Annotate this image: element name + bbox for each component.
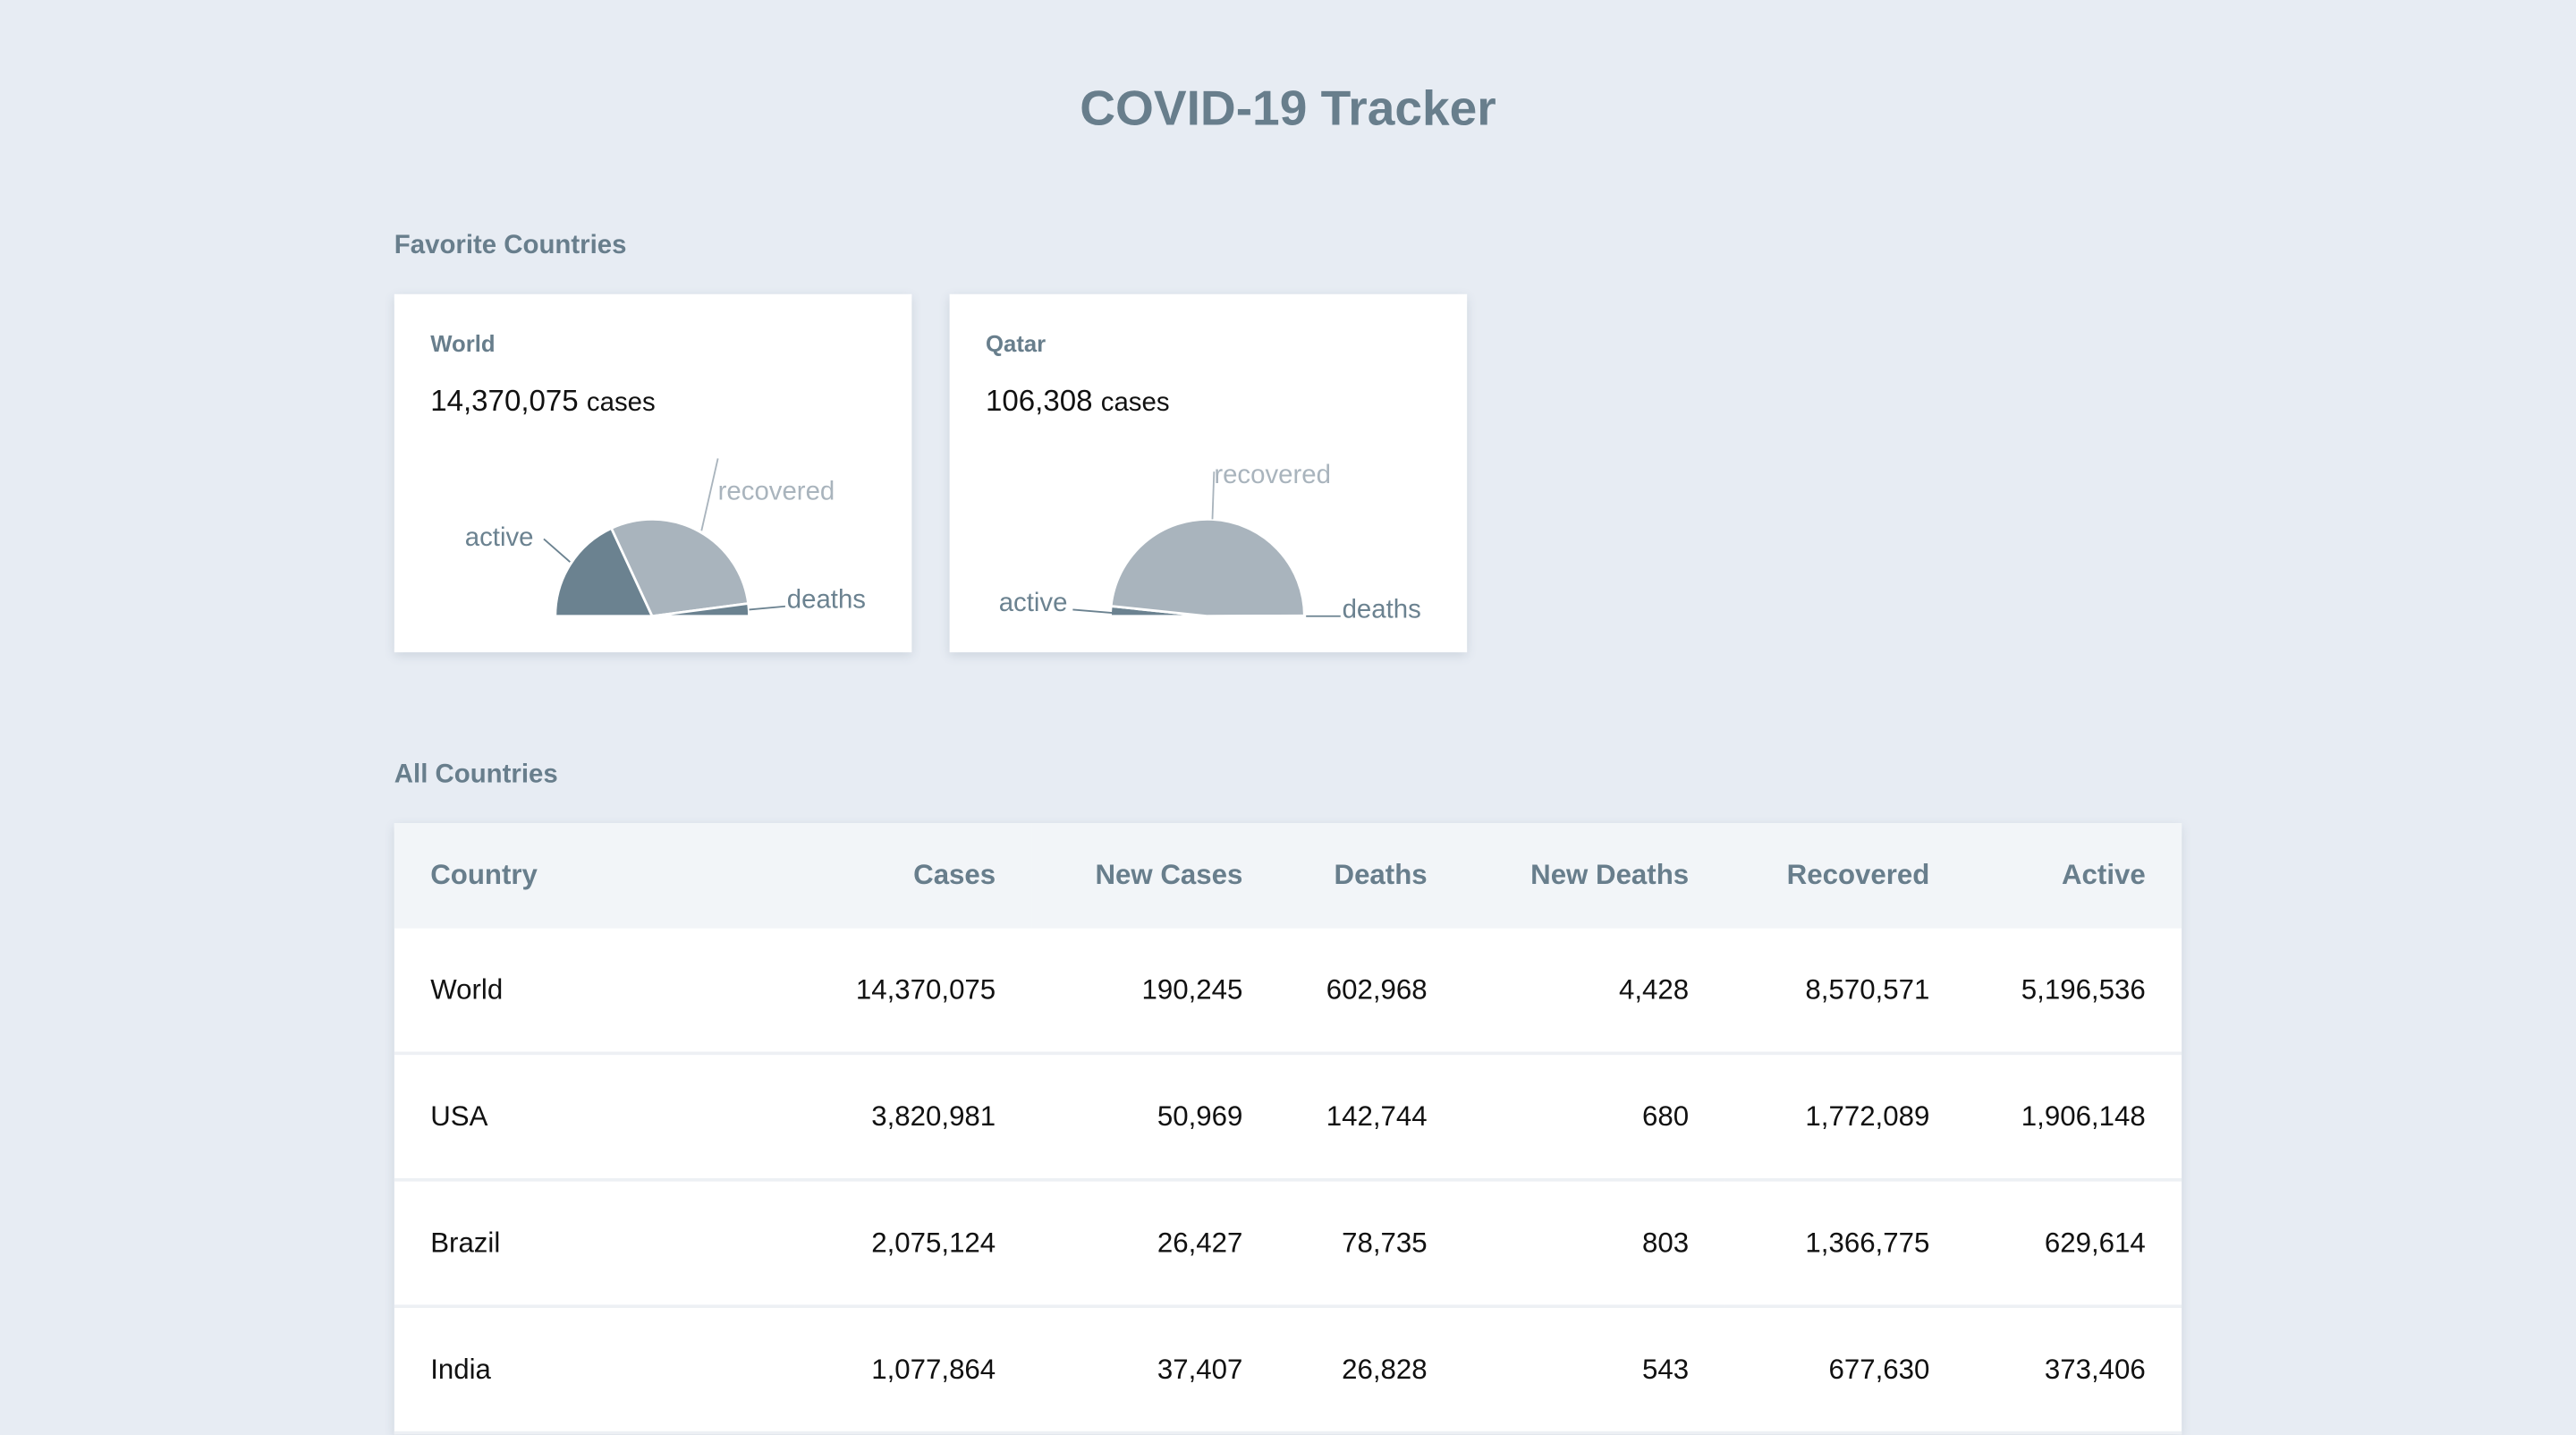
cell-deaths: 26,828 (1278, 1306, 1464, 1435)
deaths-label: deaths (787, 585, 866, 615)
deaths-slice (651, 601, 750, 618)
recovered-label: recovered (718, 476, 835, 505)
cell-new-cases: 50,969 (1031, 1053, 1279, 1182)
countries-table: Country Cases New Cases Deaths New Death… (394, 823, 2182, 1435)
cell-cases: 3,820,981 (794, 1053, 1032, 1182)
cell-new-cases: 26,427 (1031, 1179, 1279, 1309)
card-cases: 106,308 cases (986, 384, 1170, 418)
cell-deaths: 142,744 (1278, 1053, 1464, 1182)
table-row[interactable]: India 1,077,864 37,407 26,828 543 677,630 373,… (394, 1306, 2182, 1435)
cell-country: Brazil (394, 1179, 795, 1309)
active-label: active (465, 522, 534, 552)
cell-cases: 1,077,864 (794, 1306, 1032, 1435)
cell-recovered: 1,366,775 (1724, 1179, 1966, 1309)
cell-active: 629,614 (1965, 1179, 2182, 1309)
page-title: COVID-19 Tracker (1080, 81, 1496, 137)
card-country-name: Qatar (986, 330, 1046, 357)
recovered-slice (1109, 518, 1306, 618)
cell-cases: 14,370,075 (794, 928, 1032, 1056)
cell-active: 373,406 (1965, 1306, 2182, 1435)
cell-cases: 2,075,124 (794, 1179, 1032, 1309)
deaths-label: deaths (1343, 595, 1421, 624)
cell-recovered: 677,630 (1724, 1306, 1966, 1435)
cases-pie-chart: active recovered deaths (999, 460, 1421, 624)
cell-deaths: 602,968 (1278, 928, 1464, 1056)
favorite-card-world[interactable]: World 14,370,075 cases active recovered … (394, 293, 912, 653)
all-countries-heading: All Countries (394, 760, 558, 789)
column-header-deaths[interactable]: Deaths (1278, 823, 1464, 929)
table-row[interactable]: Brazil 2,075,124 26,427 78,735 803 1,366,775 6… (394, 1179, 2182, 1309)
active-slice (554, 526, 655, 618)
favorite-card-qatar[interactable]: Qatar 106,308 cases active recovered dea… (949, 293, 1468, 653)
cell-new-cases: 37,407 (1031, 1306, 1279, 1435)
cell-new-deaths: 803 (1463, 1179, 1725, 1309)
favorites-heading: Favorite Countries (394, 231, 627, 260)
cell-country: USA (394, 1053, 795, 1182)
cell-country: World (394, 928, 795, 1056)
deaths-leader-line (749, 605, 786, 611)
cell-new-deaths: 4,428 (1463, 928, 1725, 1056)
column-header-cases[interactable]: Cases (794, 823, 1032, 929)
card-cases: 14,370,075 cases (430, 384, 656, 418)
cell-new-deaths: 680 (1463, 1053, 1725, 1182)
cell-new-cases: 190,245 (1031, 928, 1279, 1056)
column-header-new-cases[interactable]: New Cases (1031, 823, 1279, 929)
active-leader-line (1072, 608, 1113, 615)
active-label: active (999, 588, 1068, 617)
cell-country: India (394, 1306, 795, 1435)
cases-pie-chart: active recovered deaths (465, 458, 866, 618)
column-header-active[interactable]: Active (1965, 823, 2182, 929)
cell-new-deaths: 543 (1463, 1306, 1725, 1435)
active-leader-line (543, 538, 571, 563)
recovered-leader-line (700, 458, 719, 531)
cell-recovered: 1,772,089 (1724, 1053, 1966, 1182)
card-country-name: World (430, 330, 496, 357)
recovered-slice (609, 518, 750, 618)
column-header-recovered[interactable]: Recovered (1724, 823, 1966, 929)
table-row[interactable]: World 14,370,075 190,245 602,968 4,428 8,570,… (394, 928, 2182, 1056)
cell-active: 1,906,148 (1965, 1053, 2182, 1182)
recovered-label: recovered (1214, 460, 1331, 489)
column-header-country[interactable]: Country (394, 823, 795, 929)
recovered-leader-line (1211, 471, 1216, 520)
table-row[interactable]: USA 3,820,981 50,969 142,744 680 1,772,089 1,9… (394, 1053, 2182, 1182)
table-header-row: Country Cases New Cases Deaths New Death… (394, 823, 2182, 929)
cell-recovered: 8,570,571 (1724, 928, 1966, 1056)
cell-deaths: 78,735 (1278, 1179, 1464, 1309)
column-header-new-deaths[interactable]: New Deaths (1463, 823, 1725, 929)
cell-active: 5,196,536 (1965, 928, 2182, 1056)
